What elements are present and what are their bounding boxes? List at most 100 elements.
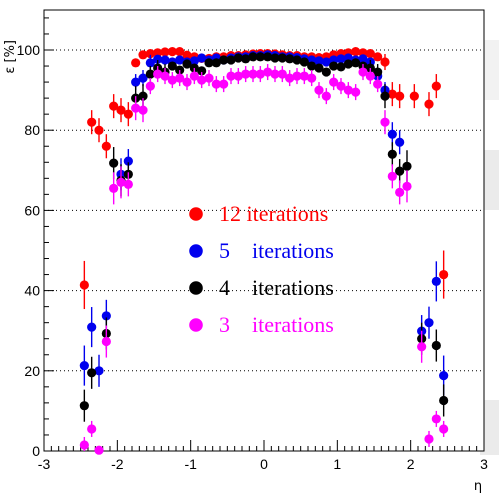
data-point	[299, 57, 309, 67]
data-point	[233, 53, 243, 63]
data-point	[373, 79, 383, 89]
data-point	[417, 342, 427, 352]
data-point	[175, 73, 185, 83]
data-point	[79, 280, 89, 290]
data-point	[395, 91, 405, 101]
data-point	[292, 55, 302, 65]
data-point	[321, 67, 331, 77]
axes: 0 20 40 60 80 100 -3 -2 -1 0 1 2 3	[17, 17, 488, 472]
data-point	[204, 58, 214, 68]
legend-marker	[189, 281, 203, 295]
data-point	[197, 75, 207, 85]
data-point	[197, 53, 207, 63]
x-axis-label: η	[474, 479, 482, 494]
legend-label: 12 iterations	[219, 201, 328, 226]
data-point	[409, 91, 419, 101]
data-point	[336, 54, 346, 64]
legend-entry-3: 4 iterations	[189, 275, 334, 300]
data-point	[263, 52, 273, 62]
data-point	[226, 55, 236, 65]
data-point	[189, 56, 199, 66]
data-point	[101, 311, 111, 321]
data-point	[402, 161, 412, 171]
data-point	[307, 61, 317, 71]
data-point	[116, 177, 126, 187]
data-point	[270, 53, 280, 63]
legend-marker	[189, 207, 203, 221]
y-tick-label-2: 40	[24, 283, 40, 299]
data-point	[204, 73, 214, 83]
data-point	[138, 105, 148, 115]
data-point	[263, 67, 273, 77]
data-point	[153, 69, 163, 79]
data-point	[380, 117, 390, 127]
data-point	[241, 54, 251, 64]
data-point	[351, 87, 361, 97]
data-point	[153, 54, 163, 64]
data-point	[145, 69, 155, 79]
legend-entry-1: 12 iterations	[189, 201, 328, 226]
data-point	[87, 368, 97, 378]
y-tick-label-5: 100	[17, 42, 41, 58]
data-point	[439, 371, 449, 381]
data-point	[145, 81, 155, 91]
data-point	[402, 181, 412, 191]
data-point	[431, 276, 441, 286]
data-point	[94, 445, 104, 455]
legend-label: 5 iterations	[219, 238, 334, 263]
data-point	[387, 171, 397, 181]
data-point	[131, 103, 141, 113]
data-point	[182, 77, 192, 87]
data-point	[101, 141, 111, 151]
data-point	[424, 318, 434, 328]
x-tick-label-6: 3	[480, 456, 488, 472]
data-point	[380, 91, 390, 101]
data-point	[211, 79, 221, 89]
data-point	[182, 59, 192, 69]
data-point	[145, 49, 155, 59]
data-point	[197, 66, 207, 76]
data-point	[167, 75, 177, 85]
data-point	[131, 77, 141, 87]
data-point	[431, 414, 441, 424]
data-point	[145, 58, 155, 68]
data-point	[167, 61, 177, 71]
data-point	[123, 156, 133, 166]
data-point	[321, 91, 331, 101]
legend-label: 3 iterations	[219, 312, 334, 337]
y-axis-label: ε [%]	[3, 40, 18, 74]
data-point	[182, 50, 192, 60]
data-point	[94, 125, 104, 135]
legend-marker	[189, 318, 203, 332]
data-point	[365, 71, 375, 81]
data-point	[314, 63, 324, 73]
data-point	[439, 395, 449, 406]
data-point	[79, 440, 89, 450]
data-point	[87, 117, 97, 127]
data-point	[219, 79, 229, 89]
data-point	[395, 187, 405, 197]
data-point	[116, 105, 126, 115]
data-point	[160, 55, 170, 65]
data-point	[439, 269, 449, 280]
data-point	[358, 54, 368, 64]
data-point	[138, 91, 148, 101]
data-point	[387, 89, 397, 99]
data-point	[299, 71, 309, 81]
data-point	[248, 52, 258, 62]
data-point	[351, 58, 361, 68]
y-tick-label-4: 80	[24, 122, 40, 138]
legend-entry-2: 5 iterations	[189, 238, 334, 263]
data-point	[343, 59, 353, 69]
data-point	[321, 57, 331, 67]
data-point	[211, 58, 221, 68]
y-tick-label-1: 20	[24, 363, 40, 379]
x-tick-label-5: 2	[407, 456, 415, 472]
data-point	[307, 73, 317, 83]
data-point	[285, 54, 295, 64]
data-point	[153, 48, 163, 58]
data-point	[255, 69, 265, 79]
data-point	[336, 62, 346, 72]
data-point	[94, 366, 104, 376]
legend-marker	[189, 244, 203, 258]
